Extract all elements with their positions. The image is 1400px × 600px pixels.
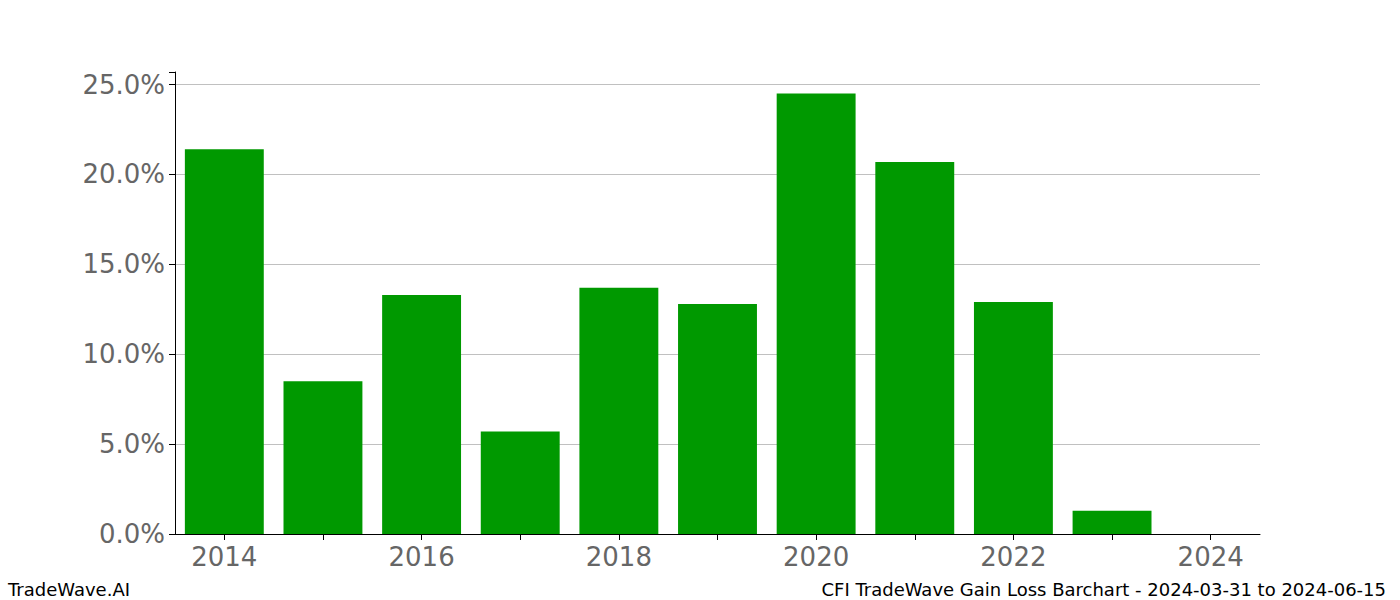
svg-text:20.0%: 20.0% xyxy=(82,159,165,189)
svg-text:2024: 2024 xyxy=(1178,542,1244,572)
svg-text:CFI TradeWave Gain Loss Barcha: CFI TradeWave Gain Loss Barchart - 2024-… xyxy=(821,579,1386,600)
svg-text:0.0%: 0.0% xyxy=(99,519,165,549)
svg-text:10.0%: 10.0% xyxy=(82,339,165,369)
svg-text:2016: 2016 xyxy=(389,542,455,572)
svg-text:2018: 2018 xyxy=(586,542,652,572)
svg-text:2020: 2020 xyxy=(783,542,849,572)
svg-text:25.0%: 25.0% xyxy=(82,70,165,100)
svg-text:2022: 2022 xyxy=(980,542,1046,572)
svg-text:5.0%: 5.0% xyxy=(99,429,165,459)
svg-text:2014: 2014 xyxy=(191,542,257,572)
svg-text:TradeWave.AI: TradeWave.AI xyxy=(7,579,130,600)
svg-text:15.0%: 15.0% xyxy=(82,249,165,279)
